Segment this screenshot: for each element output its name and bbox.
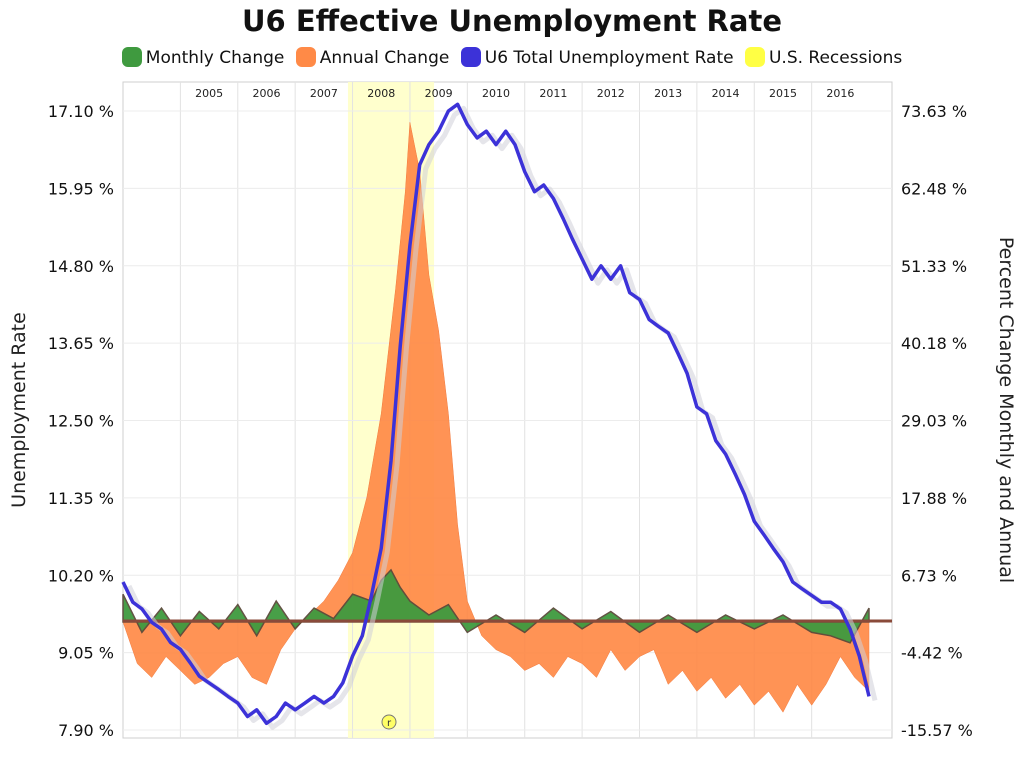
legend-swatch-monthly-change [121, 47, 142, 67]
u6-line-shadow [126, 105, 878, 730]
left-tick-label: 17.10 % [48, 102, 114, 121]
u6-line [121, 102, 871, 726]
year-label: 2007 [310, 87, 338, 100]
right-tick-label: 62.48 % [901, 179, 967, 198]
year-label: 2014 [712, 87, 740, 100]
legend-label-recessions: U.S. Recessions [768, 48, 903, 68]
year-label: 2009 [425, 87, 453, 100]
chart-title: U6 Effective Unemployment Rate [242, 4, 782, 38]
left-tick-label: 9.05 % [58, 644, 114, 663]
year-label: 2008 [367, 87, 395, 100]
u6-layer [121, 102, 878, 730]
right-ticks: 73.63 % 62.48 % 51.33 % 40.18 % 29.03 % 17.88… [901, 102, 973, 740]
y-axis-left-title: Unemployment Rate [8, 312, 30, 508]
y-axis-right-title: Percent Change Monthly and Annual [995, 237, 1017, 583]
annual-layer [122, 122, 870, 713]
year-labels: 2005 2006 2007 2008 2009 2010 2011 2012 2013 2014… [195, 87, 854, 100]
left-tick-label: 7.90 % [58, 721, 114, 740]
legend-swatch-recessions [744, 47, 765, 67]
legend: Monthly Change Annual Change U6 Total Un… [0, 47, 1024, 68]
left-tick-label: 13.65 % [48, 334, 114, 353]
right-tick-label: 29.03 % [901, 412, 967, 431]
year-label: 2006 [252, 87, 280, 100]
right-tick-label: -15.57 % [901, 721, 973, 740]
year-label: 2016 [826, 87, 854, 100]
left-ticks: 17.10 % 15.95 % 14.80 % 13.65 % 12.50 % 11.35… [48, 102, 114, 740]
year-label: 2013 [654, 87, 682, 100]
left-tick-label: 12.50 % [48, 412, 114, 431]
year-label: 2011 [539, 87, 567, 100]
recession-marker [381, 714, 397, 730]
right-tick-label: 17.88 % [901, 489, 967, 508]
legend-item-monthly-change[interactable]: Monthly Change [121, 47, 285, 68]
left-tick-label: 10.20 % [48, 566, 114, 585]
annual-change-area [122, 122, 870, 713]
right-tick-label: 73.63 % [901, 102, 967, 121]
legend-item-recessions[interactable]: U.S. Recessions [744, 47, 903, 68]
right-tick-label: 51.33 % [901, 257, 967, 276]
left-tick-label: 14.80 % [48, 257, 114, 276]
legend-swatch-u6-rate [460, 47, 481, 67]
recession-marker-label: r [387, 718, 392, 729]
right-tick-label: -4.42 % [901, 644, 963, 663]
legend-label-u6-rate: U6 Total Unemployment Rate [484, 48, 734, 68]
year-label: 2010 [482, 87, 510, 100]
year-label: 2005 [195, 87, 223, 100]
legend-item-u6-rate[interactable]: U6 Total Unemployment Rate [460, 47, 734, 68]
year-label: 2015 [769, 87, 797, 100]
legend-swatch-annual-change [295, 47, 316, 67]
legend-label-annual-change: Annual Change [319, 48, 450, 68]
legend-label-monthly-change: Monthly Change [145, 48, 285, 68]
legend-item-annual-change[interactable]: Annual Change [295, 47, 450, 68]
left-tick-label: 11.35 % [48, 489, 114, 508]
right-tick-label: 40.18 % [901, 334, 967, 353]
right-tick-label: 6.73 % [901, 566, 957, 585]
left-tick-label: 15.95 % [48, 179, 114, 198]
year-label: 2012 [597, 87, 625, 100]
